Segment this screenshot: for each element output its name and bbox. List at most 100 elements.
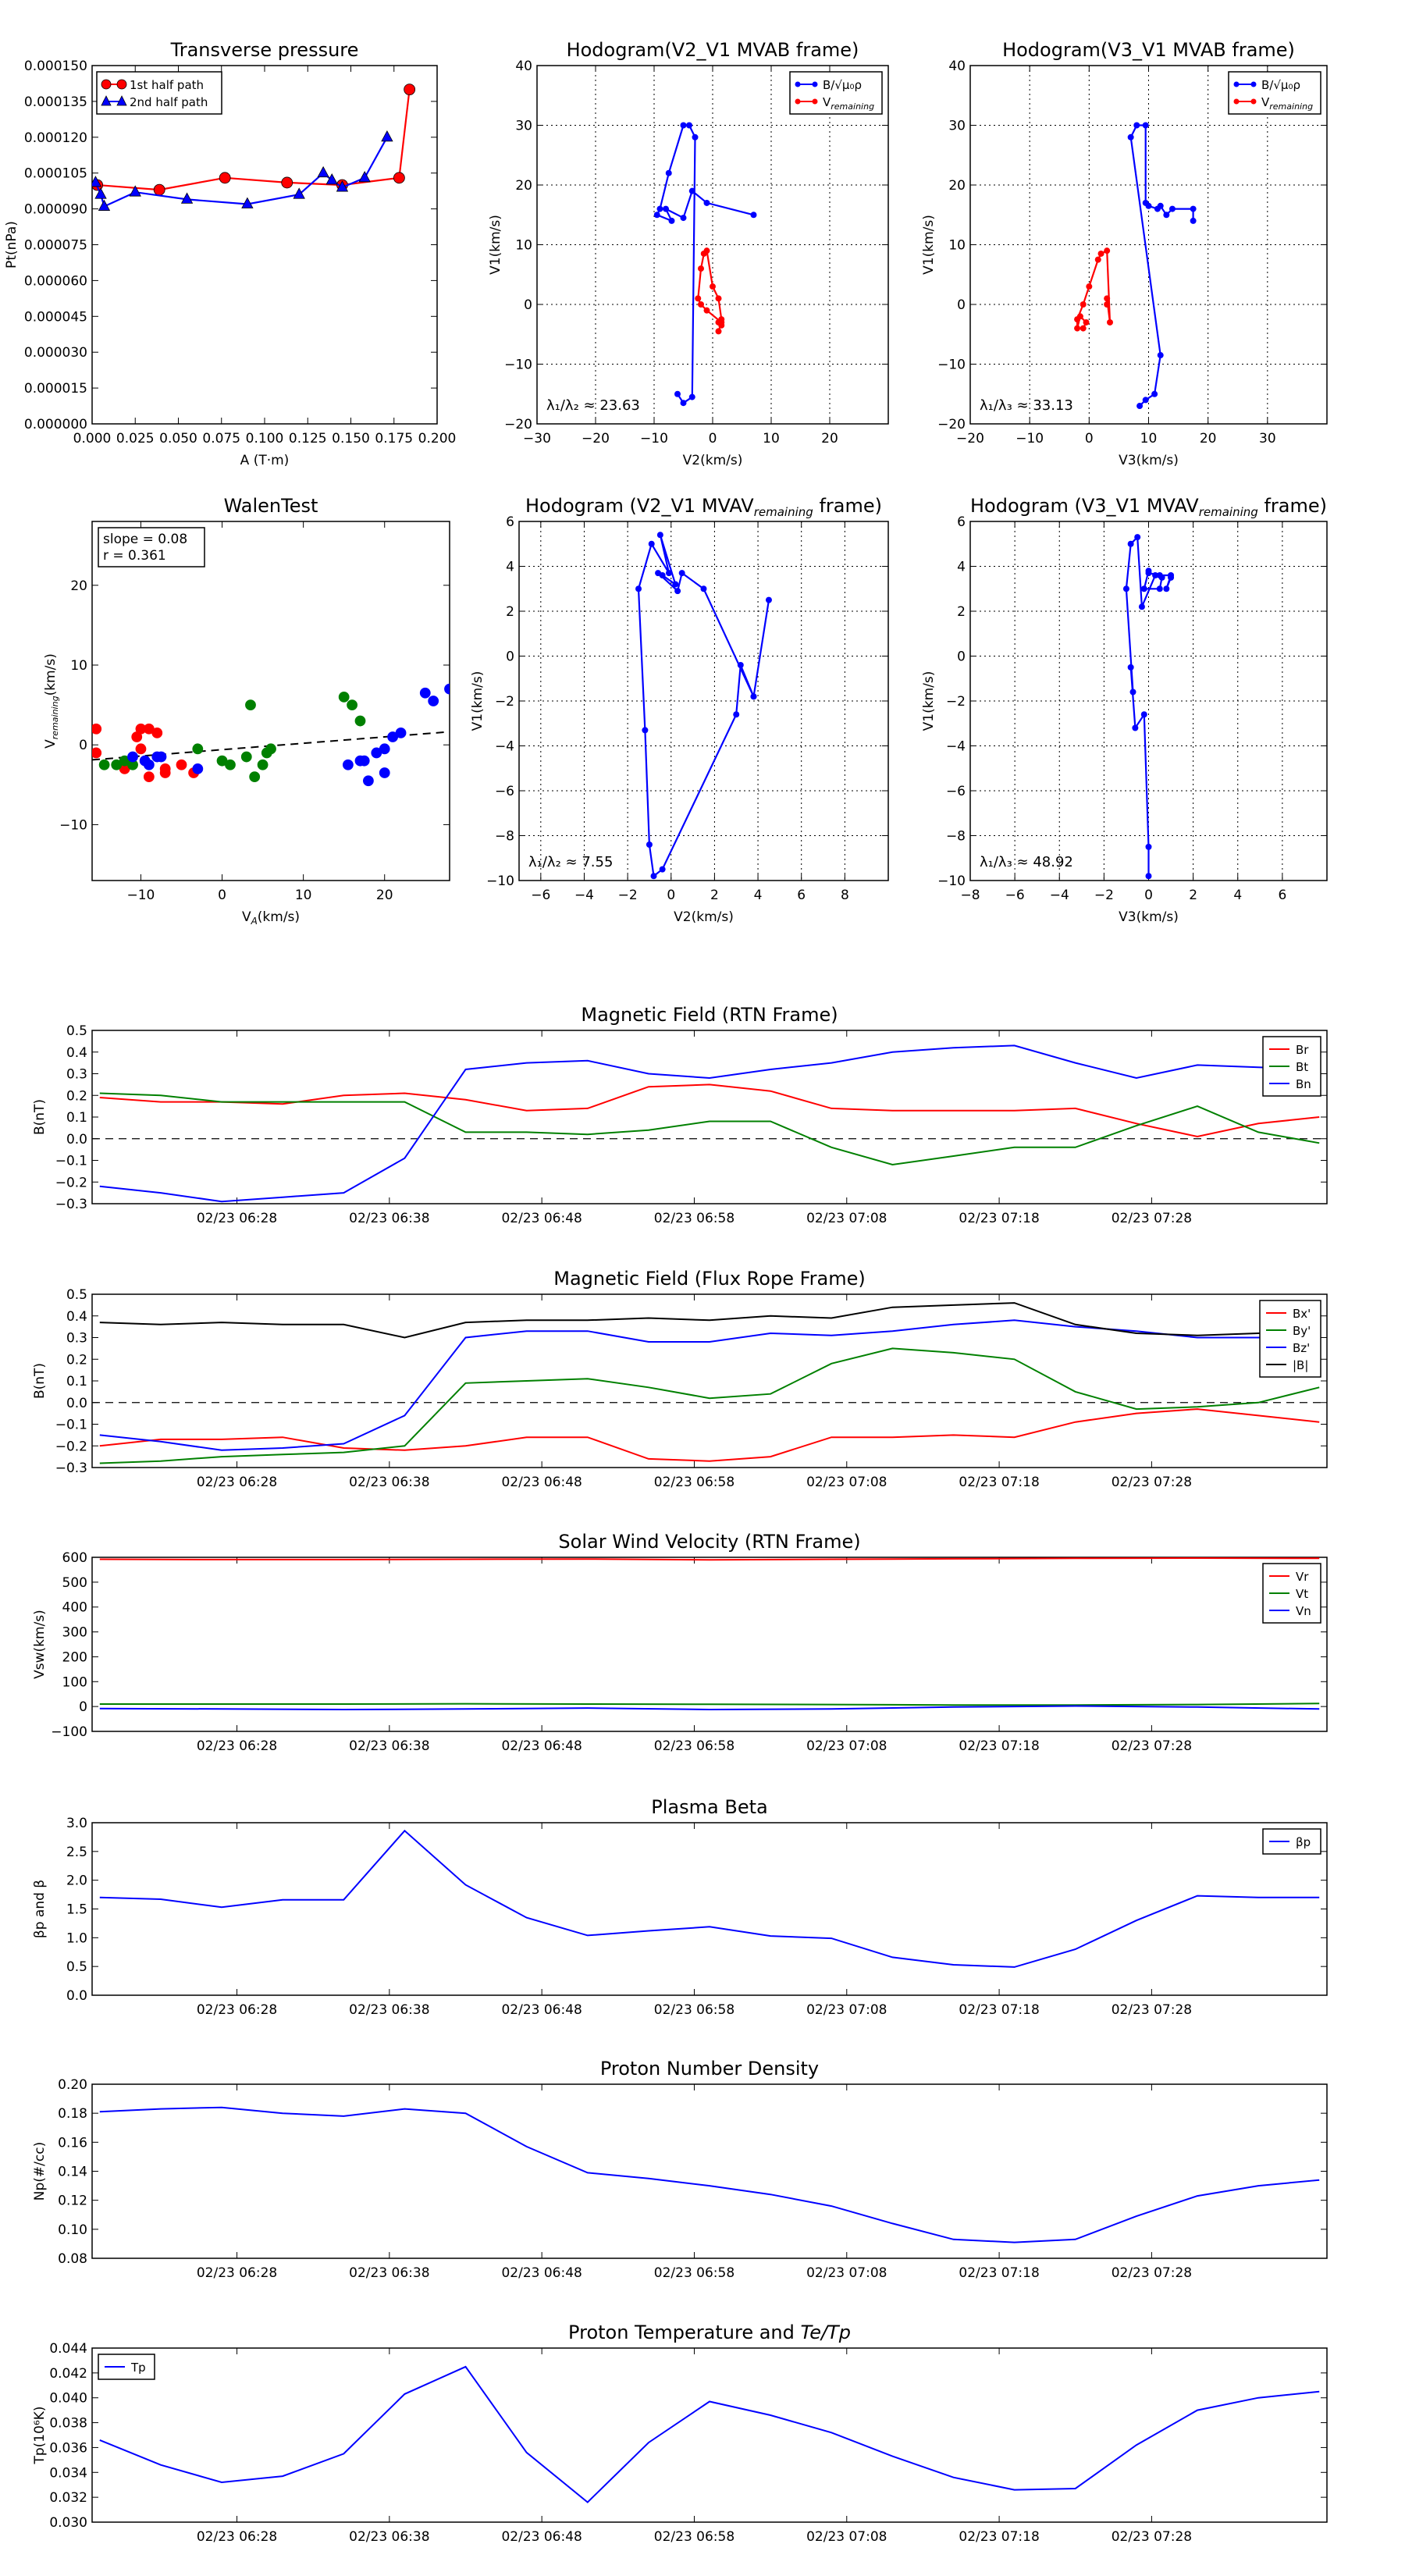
series-vt [99,1703,1320,1706]
y-tick-label: 0.2 [66,1088,87,1104]
chart-mag_fr: 02/23 06:28 02/23 06:38 02/23 06:48 02/23 0… [32,1268,1328,1490]
data-point [135,723,147,735]
series--b- [99,1302,1320,1339]
legend-marker [1233,81,1240,87]
y-tick-label: 0.0 [66,1988,87,2004]
data-point [1190,217,1197,224]
data-point [656,205,663,212]
data-point [1080,301,1087,308]
y-tick-label: 0.16 [58,2135,87,2151]
data-point [379,767,390,778]
data-point [395,727,407,738]
chart-title: Hodogram(V3_V1 MVAB frame) [1002,39,1295,61]
data-point [1168,572,1175,578]
data-point [129,185,141,197]
chart-title: Transverse pressure [170,39,359,61]
data-point [143,771,155,783]
data-point [249,771,261,783]
data-point [665,570,672,577]
x-tick-label: 02/23 06:38 [349,2265,429,2281]
x-tick-label: 02/23 06:38 [349,2002,429,2018]
legend: Tp [98,2354,155,2380]
x-tick-label: 2 [1189,888,1197,903]
legend-item: 2nd half path [101,95,208,109]
chart-mag_rtn: 02/23 06:28 02/23 06:38 02/23 06:48 02/23 0… [32,1004,1328,1226]
x-tick-label: 10 [295,888,312,903]
x-tick-label: 02/23 06:48 [501,1475,582,1490]
plot-area [99,2365,1320,2503]
series-np [99,2106,1320,2243]
data-point [1151,390,1158,397]
y-tick-label: 0.0 [66,1396,87,1411]
y-tick-label: 20 [70,578,87,594]
plot-frame [91,1557,1328,1732]
data-point [642,727,649,734]
x-tick-label: 02/23 06:38 [349,1475,429,1490]
data-point [663,205,669,212]
x-tick-label: 10 [763,431,780,447]
legend-label: Vr [1296,1570,1309,1584]
data-point [1127,133,1134,141]
series-line [99,1557,1320,1561]
data-point [680,122,687,129]
data-point [703,199,710,206]
legend: Bx' By' Bz' |B| [1259,1300,1321,1378]
x-axis-label: V3(km/s) [1119,909,1179,925]
y-tick-label: 0 [79,1699,87,1715]
data-point [692,133,699,141]
series-line [99,1044,1320,1203]
series-bn [99,1044,1320,1203]
x-tick-label: −4 [1050,888,1069,903]
y-tick-label: 0.000075 [24,238,87,254]
y-tick-label: −10 [486,873,514,889]
x-tick-label: 02/23 06:58 [654,1738,735,1754]
y-tick-label: 2.5 [66,1845,87,1860]
series-green [98,691,366,783]
x-tick-label: 0 [1085,431,1094,447]
data-point [695,295,702,302]
data-point [159,767,171,778]
data-point [1132,724,1139,731]
x-tick-label: 0 [1144,888,1153,903]
chart-title: Hodogram (V2_V1 MVAVremaining frame) [525,495,882,519]
x-tick-label: 02/23 07:08 [806,2002,887,2018]
series-vr [99,1557,1320,1561]
data-point [1145,843,1152,850]
data-point [1152,572,1159,578]
data-point [1086,283,1093,290]
data-point [336,180,349,192]
data-point [737,662,744,668]
y-axis-label: V1(km/s) [488,215,503,275]
legend-label: Bt [1296,1060,1308,1074]
y-tick-label: −0.2 [55,1439,87,1454]
data-point [659,866,666,873]
legend-item: Tp [105,2361,146,2375]
data-point [358,170,371,183]
y-tick-label: 0.036 [49,2440,87,2456]
legend-label: Bn [1296,1077,1311,1091]
y-tick-label: 30 [948,119,966,134]
y-tick-label: 0.034 [49,2465,87,2481]
y-tick-label: 10 [70,658,87,674]
x-tick-label: 6 [797,888,806,903]
data-point [92,723,102,735]
y-tick-label: 100 [62,1674,87,1690]
legend: βp [1262,1828,1321,1855]
legend-marker [812,81,818,87]
stats-line: r = 0.361 [103,548,166,564]
legend-frame [1259,1300,1321,1378]
chart-title: WalenTest [224,495,318,517]
legend-label: Tp [130,2361,146,2375]
data-point [192,743,204,755]
plot-area [99,1557,1320,1711]
data-point [1083,318,1090,326]
x-tick-label: 20 [1200,431,1217,447]
legend-item: 1st half path [101,78,204,92]
y-tick-label: 0.000150 [24,59,87,74]
x-tick-label: 02/23 06:58 [654,2529,735,2545]
legend-item: βp [1269,1835,1311,1849]
data-point [750,212,757,219]
y-tick-label: 200 [62,1649,87,1665]
data-point [665,169,672,176]
